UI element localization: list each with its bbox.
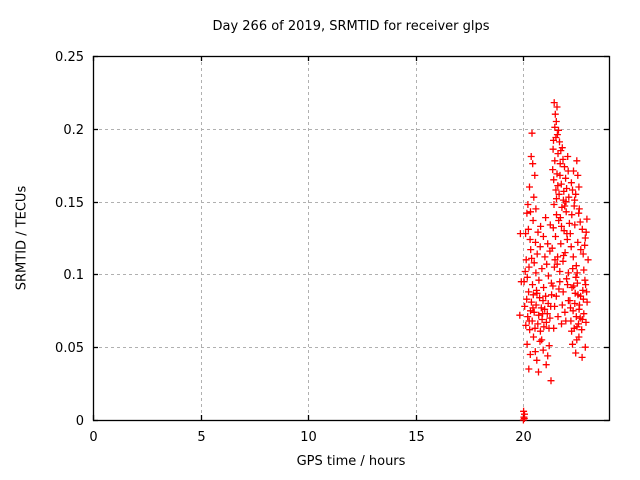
svg-text:0: 0 <box>89 430 97 445</box>
axis-ticks <box>92 55 609 422</box>
svg-text:15: 15 <box>408 430 425 445</box>
scatter-points <box>516 99 592 424</box>
svg-text:0.1: 0.1 <box>63 268 84 283</box>
tick-labels: 0 5 10 15 20 0 0.05 0.1 0.15 0.2 0.25 <box>55 50 532 445</box>
svg-text:5: 5 <box>197 430 205 445</box>
svg-text:0.25: 0.25 <box>55 50 84 65</box>
svg-text:0.15: 0.15 <box>55 196 84 211</box>
grid-lines <box>93 56 609 421</box>
chart-title: Day 266 of 2019, SRMTID for receiver glp… <box>212 19 490 34</box>
svg-text:0: 0 <box>76 414 84 429</box>
svg-text:20: 20 <box>515 430 532 445</box>
svg-text:0.05: 0.05 <box>55 341 84 356</box>
svg-text:10: 10 <box>300 430 317 445</box>
svg-text:0.2: 0.2 <box>63 123 84 138</box>
x-axis-label: GPS time / hours <box>296 454 406 469</box>
plot-frame <box>92 55 611 422</box>
